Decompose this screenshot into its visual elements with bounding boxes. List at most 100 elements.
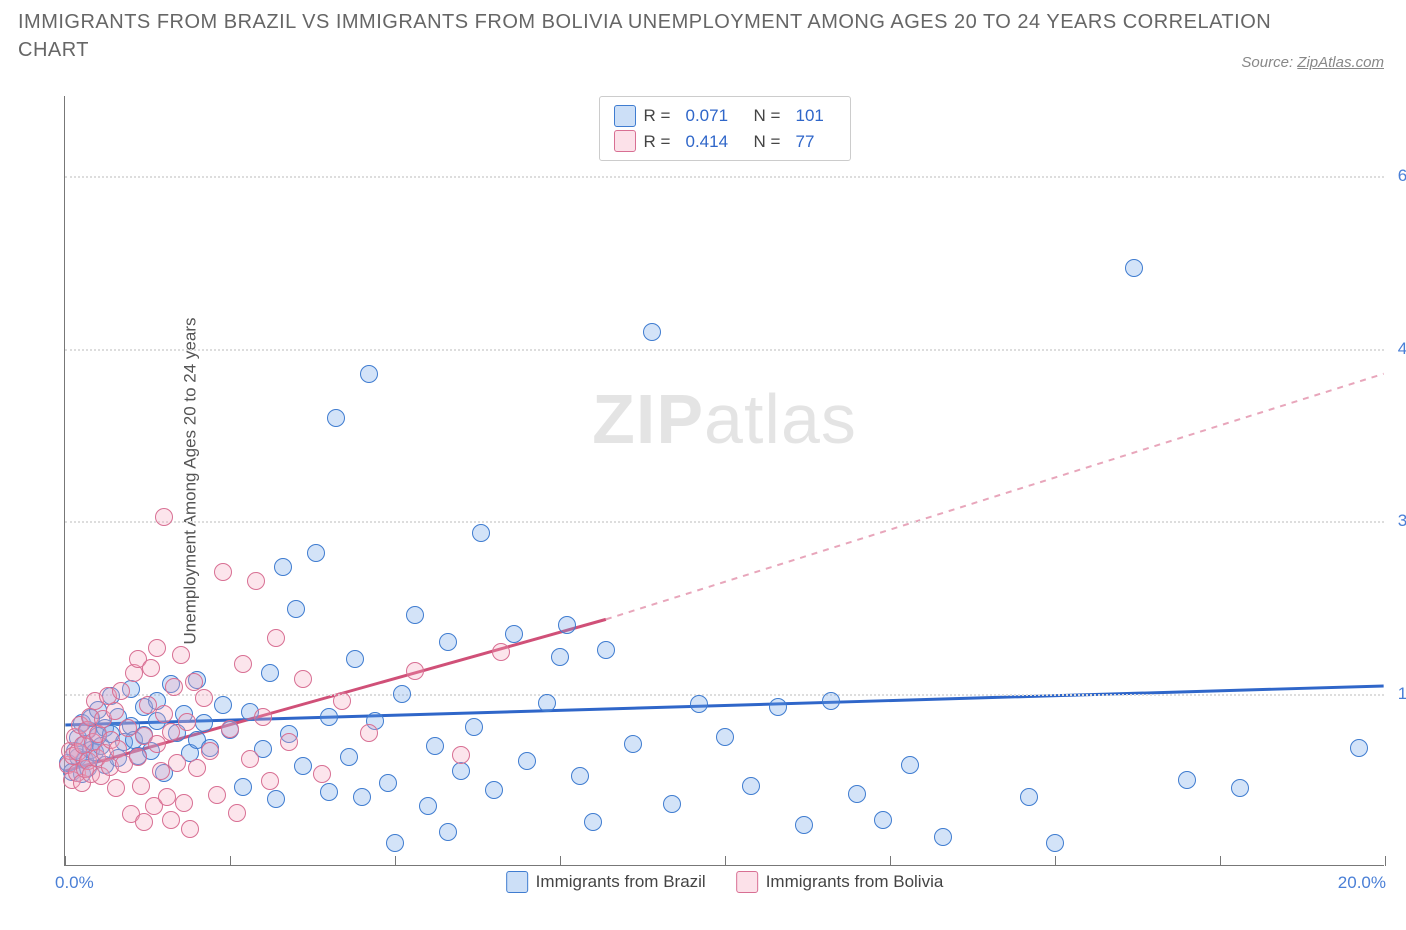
data-point-brazil (294, 757, 312, 775)
data-point-brazil (1046, 834, 1064, 852)
data-point-bolivia (148, 639, 166, 657)
data-point-brazil (822, 692, 840, 710)
legend-stat-row: R =0.414N =77 (614, 129, 836, 155)
data-point-brazil (214, 696, 232, 714)
data-point-brazil (795, 816, 813, 834)
data-point-brazil (551, 648, 569, 666)
stat-n-label: N = (754, 129, 788, 155)
data-point-bolivia (135, 813, 153, 831)
data-point-brazil (485, 781, 503, 799)
data-point-brazil (1020, 788, 1038, 806)
data-point-brazil (901, 756, 919, 774)
x-tick (1220, 856, 1221, 866)
data-point-brazil (320, 708, 338, 726)
chart-title: IMMIGRANTS FROM BRAZIL VS IMMIGRANTS FRO… (18, 8, 1388, 64)
data-point-bolivia (313, 765, 331, 783)
data-point-bolivia (162, 723, 180, 741)
data-point-bolivia (165, 678, 183, 696)
legend-swatch (736, 871, 758, 893)
gridline (65, 349, 1384, 351)
legend-swatch (614, 130, 636, 152)
data-point-brazil (571, 767, 589, 785)
data-point-bolivia (201, 742, 219, 760)
data-point-brazil (353, 788, 371, 806)
data-point-bolivia (267, 629, 285, 647)
legend-swatch (614, 105, 636, 127)
source-credit: Source: ZipAtlas.com (1241, 54, 1384, 71)
data-point-bolivia (452, 746, 470, 764)
data-point-bolivia (406, 662, 424, 680)
data-point-bolivia (261, 772, 279, 790)
data-point-brazil (346, 650, 364, 668)
data-point-bolivia (188, 759, 206, 777)
data-point-brazil (452, 762, 470, 780)
data-point-bolivia (195, 689, 213, 707)
data-point-brazil (386, 834, 404, 852)
data-point-brazil (1125, 259, 1143, 277)
legend-label: Immigrants from Bolivia (766, 872, 944, 892)
data-point-bolivia (185, 673, 203, 691)
stat-n-value: 101 (796, 103, 836, 129)
stat-r-label: R = (644, 129, 678, 155)
x-tick (395, 856, 396, 866)
legend-item: Immigrants from Bolivia (736, 871, 944, 893)
data-point-brazil (716, 728, 734, 746)
legend-swatch (506, 871, 528, 893)
data-point-bolivia (139, 696, 157, 714)
data-point-brazil (439, 633, 457, 651)
data-point-bolivia (221, 720, 239, 738)
data-point-brazil (624, 735, 642, 753)
data-point-brazil (663, 795, 681, 813)
data-point-brazil (584, 813, 602, 831)
data-point-bolivia (142, 659, 160, 677)
x-tick (1055, 856, 1056, 866)
data-point-bolivia (294, 670, 312, 688)
stat-n-label: N = (754, 103, 788, 129)
legend-stats: R =0.071N =101R =0.414N =77 (599, 96, 851, 161)
data-point-bolivia (106, 702, 124, 720)
gridline (65, 694, 1384, 696)
data-point-brazil (848, 785, 866, 803)
data-point-bolivia (155, 705, 173, 723)
data-point-brazil (538, 694, 556, 712)
stat-r-value: 0.414 (686, 129, 746, 155)
data-point-brazil (379, 774, 397, 792)
data-point-brazil (320, 783, 338, 801)
data-point-bolivia (152, 762, 170, 780)
data-point-brazil (769, 698, 787, 716)
source-prefix: Source: (1241, 54, 1297, 71)
legend-item: Immigrants from Brazil (506, 871, 706, 893)
x-tick (65, 856, 66, 866)
data-point-brazil (261, 664, 279, 682)
x-tick-label: 0.0% (55, 873, 94, 893)
data-point-bolivia (112, 682, 130, 700)
y-tick-label: 15.0% (1398, 684, 1406, 704)
data-point-brazil (439, 823, 457, 841)
legend-label: Immigrants from Brazil (536, 872, 706, 892)
data-point-bolivia (333, 692, 351, 710)
data-point-brazil (287, 600, 305, 618)
data-point-brazil (234, 778, 252, 796)
data-point-brazil (874, 811, 892, 829)
source-link[interactable]: ZipAtlas.com (1297, 54, 1384, 71)
data-point-brazil (643, 323, 661, 341)
data-point-bolivia (155, 508, 173, 526)
data-point-brazil (195, 714, 213, 732)
data-point-bolivia (175, 794, 193, 812)
data-point-bolivia (107, 779, 125, 797)
data-point-brazil (267, 790, 285, 808)
data-point-bolivia (214, 563, 232, 581)
data-point-brazil (472, 524, 490, 542)
title-line-2: CHART (18, 39, 89, 61)
data-point-brazil (340, 748, 358, 766)
data-point-bolivia (168, 754, 186, 772)
data-point-bolivia (178, 713, 196, 731)
data-point-brazil (274, 558, 292, 576)
data-point-brazil (1350, 739, 1368, 757)
x-tick (230, 856, 231, 866)
data-point-bolivia (280, 733, 298, 751)
data-point-brazil (742, 777, 760, 795)
data-point-brazil (360, 365, 378, 383)
x-tick (1385, 856, 1386, 866)
stat-r-value: 0.071 (686, 103, 746, 129)
